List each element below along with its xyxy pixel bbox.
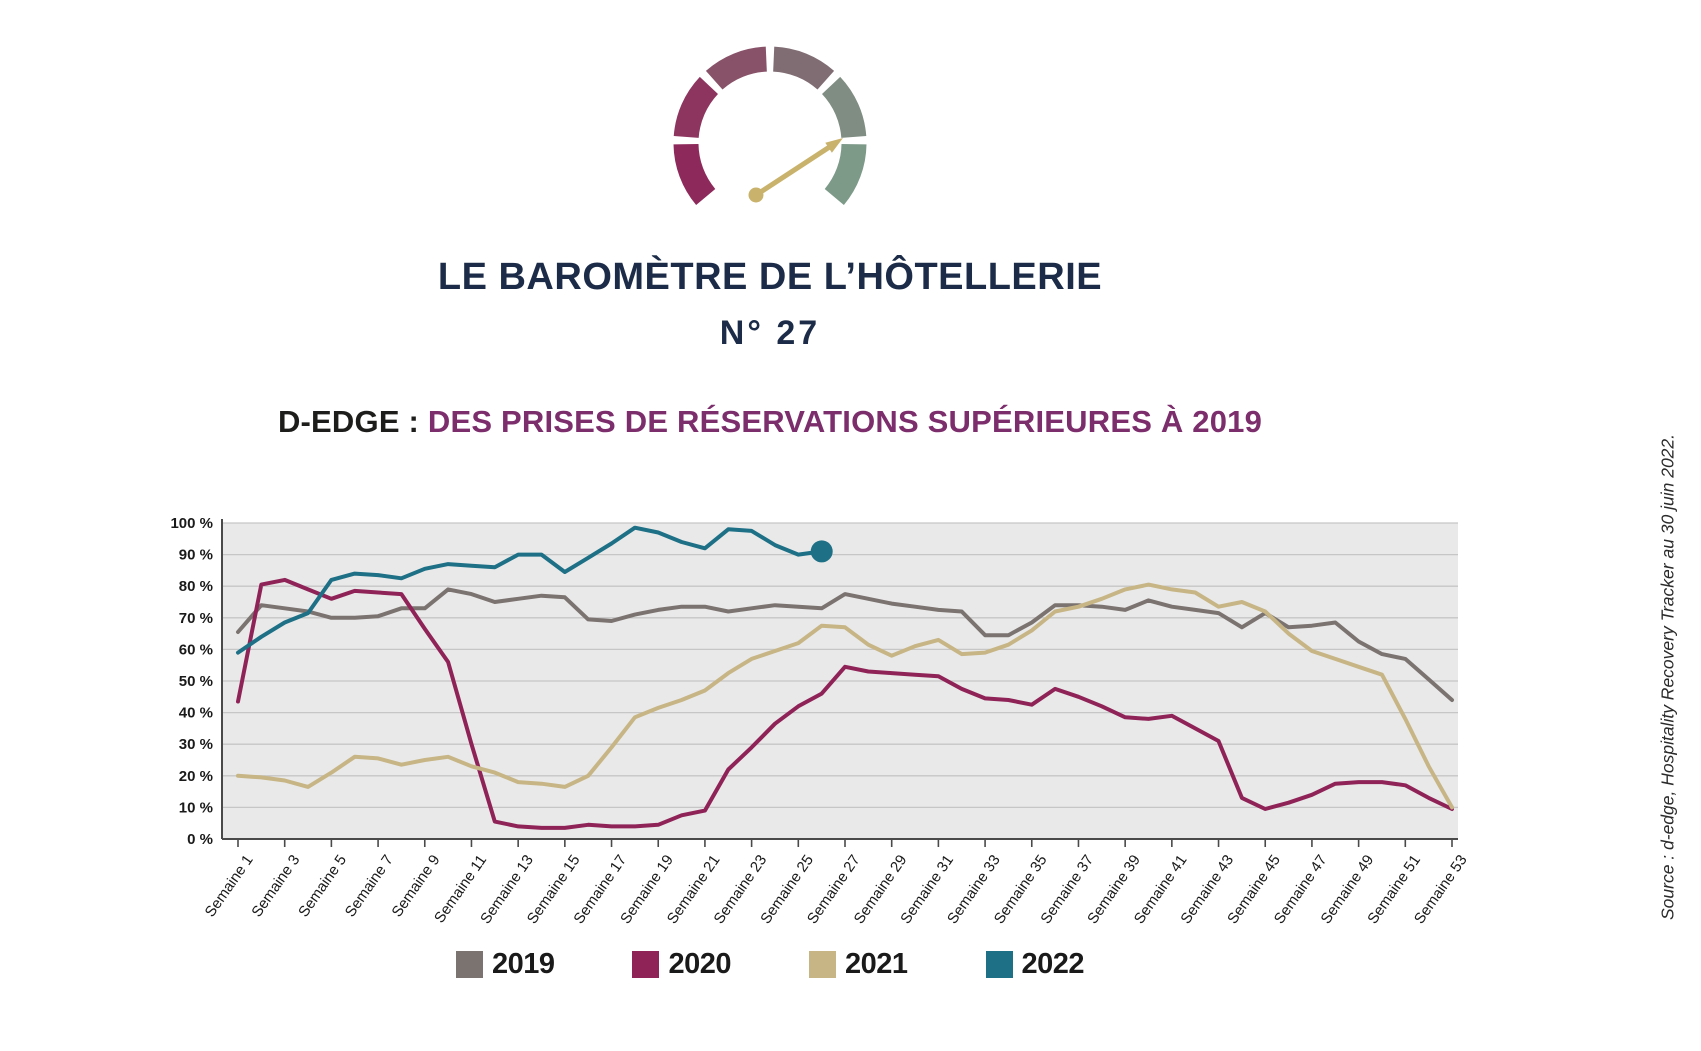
page-title: LE BAROMÈTRE DE L’HÔTELLERIE (437, 256, 1103, 298)
y-axis-tick-label: 20 % (179, 768, 213, 785)
legend-label: 2021 (845, 948, 908, 980)
legend-item-2019: 2019 (455, 948, 555, 981)
legend-label: 2020 (668, 948, 731, 980)
y-axis-tick-label: 50 % (179, 673, 213, 690)
y-axis-tick-label: 40 % (179, 705, 213, 722)
y-axis-tick-label: 60 % (179, 641, 213, 658)
line-chart: 100 % 90 % 80 % 70 % 60 % 50 % 40 % 30 % 20 % 10 … (170, 468, 1470, 938)
gauge-icon (673, 46, 867, 206)
series-line-2022 (236, 525, 824, 655)
chart-subtitle: D-EDGE : DES PRISES DE RÉSERVATIONS SUPÉ… (0, 404, 1540, 440)
gauge-needle-arrowhead (825, 138, 843, 153)
gauge-arc-segment (705, 46, 768, 90)
legend-label: 2022 (1021, 948, 1085, 980)
y-axis-tick-label: 90 % (179, 547, 213, 564)
gauge-arc-segment (824, 143, 867, 206)
gauge-arc-segment (673, 143, 716, 206)
chart-legend: 2019 2020 2021 2022 (0, 948, 1540, 981)
y-axis-tick-label: 100 % (170, 515, 213, 532)
legend-swatch-2020 (632, 951, 660, 978)
legend-label: 2019 (491, 948, 555, 980)
legend-swatch-2022 (985, 951, 1013, 978)
gauge-needle-pivot (748, 187, 764, 203)
legend-swatch-2019 (455, 951, 483, 978)
legend-item-2022: 2022 (985, 948, 1085, 981)
gauge-needle (754, 143, 833, 198)
y-axis-tick-label: 30 % (179, 736, 213, 753)
series-line-2021 (236, 582, 1454, 810)
gauge-arc-segment (772, 46, 835, 90)
gauge-arc-segment (673, 76, 719, 139)
subtitle-main: DES PRISES DE RÉSERVATIONS SUPÉRIEURES À… (427, 404, 1263, 439)
legend-item-2021: 2021 (809, 948, 908, 981)
issue-number: N° 27 (719, 314, 821, 352)
y-axis-tick-label: 0 % (187, 831, 213, 848)
subtitle-prefix: D-EDGE : (277, 404, 428, 439)
legend-swatch-2021 (809, 951, 836, 978)
y-axis-tick-label: 80 % (179, 578, 213, 595)
gauge-arc-segment (821, 76, 867, 139)
legend-item-2020: 2020 (632, 948, 731, 981)
series-endpoint-dot-2022 (810, 540, 833, 563)
line-chart-canvas: 100 % 90 % 80 % 70 % 60 % 50 % 40 % 30 % 20 % 10 … (170, 515, 1470, 927)
series-line-2019 (236, 587, 1454, 702)
series-line-2020 (236, 577, 1454, 830)
y-axis-tick-label: 10 % (179, 799, 213, 816)
barometer-gauge (650, 45, 890, 245)
source-note: Source : d-edge, Hospitality Recovery Tr… (1657, 433, 1678, 921)
y-axis-tick-label: 70 % (179, 610, 213, 627)
